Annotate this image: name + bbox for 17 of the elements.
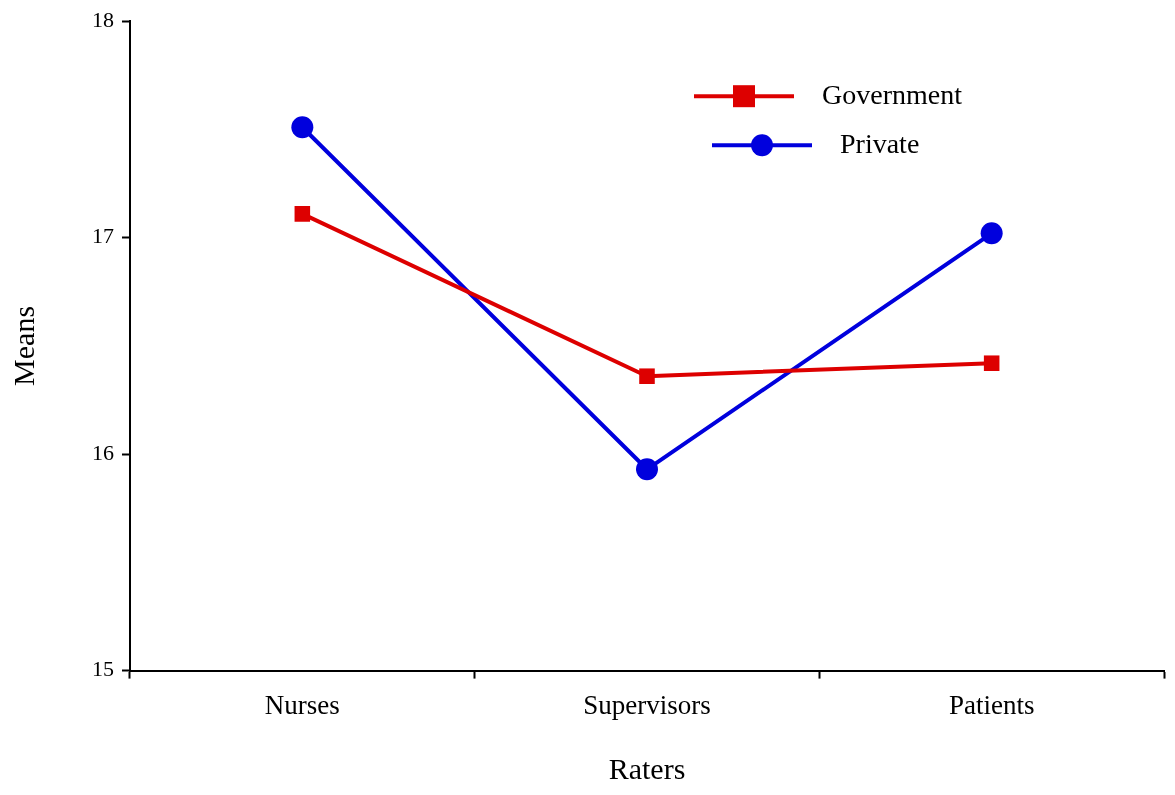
y-tick-label: 15 — [92, 656, 114, 682]
legend-label: Private — [840, 127, 920, 159]
point — [639, 368, 655, 384]
point — [980, 222, 1003, 245]
point — [294, 206, 311, 222]
x-tick-label: Nurses — [264, 689, 340, 720]
y-axis-title: Means — [6, 305, 40, 386]
x-tick-label: Patients — [948, 689, 1035, 720]
y-tick-label: 18 — [92, 6, 114, 32]
point — [636, 458, 658, 481]
x-tick-label: Supervisors — [583, 689, 711, 720]
point — [291, 116, 314, 139]
point — [983, 355, 1000, 371]
y-tick-label: 16 — [92, 439, 114, 465]
x-axis-title: Raters — [608, 751, 686, 785]
legend-label: Government — [822, 78, 963, 110]
y-tick-label: 17 — [92, 223, 114, 249]
